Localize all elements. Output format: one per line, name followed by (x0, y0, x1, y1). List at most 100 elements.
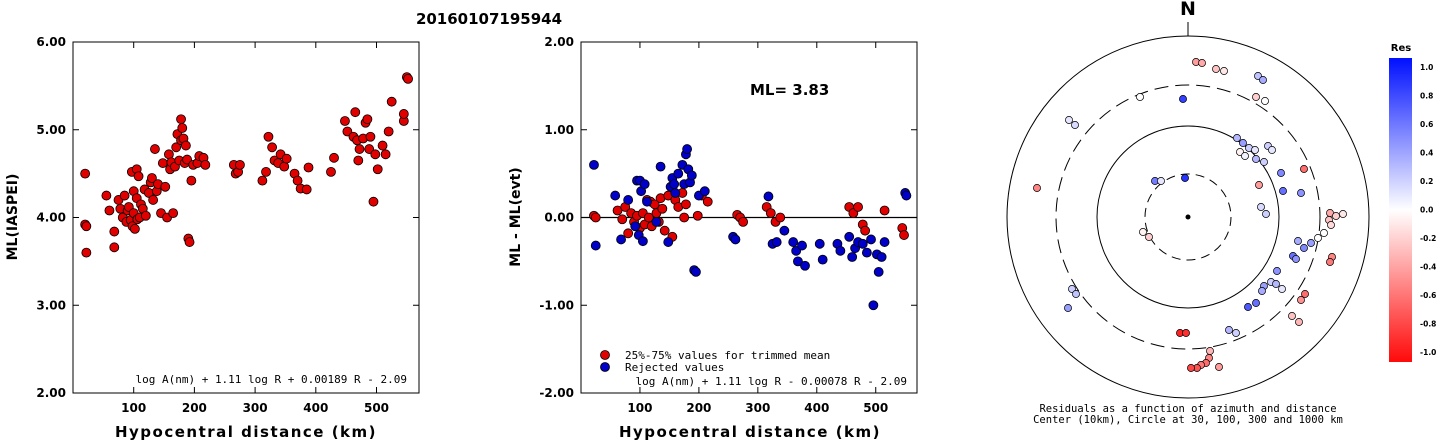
station-marker (1257, 203, 1265, 211)
ring-300km (1055, 84, 1321, 350)
colorbar-tick-label: 0.6 (1420, 120, 1433, 129)
y-tick-label: 2.00 (544, 35, 574, 49)
y-tick-label: 2.00 (36, 386, 66, 400)
data-point (610, 190, 621, 201)
data-point (267, 142, 278, 153)
legend-marker-rejected (600, 362, 610, 372)
data-point (847, 252, 858, 262)
data-point (590, 212, 601, 223)
azimuth-residual-map: N Residuals as a function of azimuth and… (1006, 0, 1436, 426)
data-point (104, 205, 115, 216)
station-marker (1261, 97, 1269, 105)
data-point (659, 225, 670, 236)
x-axis-label: Hypocentral distance (km) (115, 423, 377, 441)
station-marker (1292, 255, 1300, 263)
data-point (184, 237, 195, 247)
station-marker (1181, 174, 1189, 182)
ml-value-annotation: ML= 3.83 (750, 81, 829, 99)
data-point (329, 152, 339, 163)
data-point (775, 212, 786, 223)
data-point (181, 140, 191, 151)
data-point (263, 131, 274, 142)
station-marker (1300, 244, 1308, 252)
y-tick-label: 1.00 (544, 123, 574, 137)
data-point (354, 144, 365, 154)
data-point (669, 179, 680, 190)
residual-vs-distance-plot: 100 200 300 400 500 -2.00 -1.00 0.00 1.00 2.00 ML… (508, 35, 918, 441)
y-tick-label: 3.00 (36, 298, 66, 312)
colorbar-tick-label: 0.0 (1420, 206, 1433, 215)
data-point (590, 240, 601, 251)
station-marker (1278, 285, 1286, 293)
colorbar-tick-label: -0.2 (1420, 234, 1436, 243)
station-marker (1187, 364, 1195, 372)
data-point (200, 159, 211, 170)
station-marker (1198, 59, 1206, 67)
station-marker (1139, 228, 1147, 236)
station-marker (1071, 121, 1079, 129)
y-tick-label: -2.00 (539, 386, 574, 400)
y-tick-label: 0.00 (544, 211, 574, 225)
station-marker (1332, 212, 1340, 220)
ring-30km (1144, 173, 1232, 261)
data-point (691, 267, 701, 277)
station-marker (1244, 303, 1252, 311)
station-marker (1212, 65, 1220, 73)
station-marker (1033, 184, 1041, 192)
station-marker (1215, 363, 1223, 371)
data-point (853, 202, 863, 212)
station-marker (1182, 329, 1190, 337)
data-point (176, 114, 186, 125)
data-point (350, 107, 361, 118)
station-marker (1272, 280, 1280, 288)
station-marker (1300, 165, 1308, 173)
data-point (730, 234, 741, 245)
station-marker (1225, 326, 1233, 334)
data-point (281, 153, 292, 164)
data-point (642, 196, 652, 207)
data-point (797, 240, 807, 251)
data-point (663, 237, 674, 247)
axis-ticks: 100 200 300 400 500 -2.00 -1.00 0.00 1.00 2.00 (539, 35, 917, 415)
data-point (866, 234, 876, 245)
data-point (148, 195, 159, 205)
y-axis-label: ML - ML(evt) (508, 167, 524, 266)
ml-vs-distance-plot: 100 200 300 400 500 2.00 3.00 4.00 5.00 6.00 ML(I… (5, 35, 420, 441)
data-point (303, 162, 314, 173)
data-point (147, 173, 157, 183)
station-marker (1252, 93, 1260, 101)
data-point (861, 247, 872, 258)
station-marker (1179, 95, 1187, 103)
station-marker (1232, 329, 1240, 337)
data-point (398, 109, 409, 119)
data-point (682, 144, 693, 154)
station-marker (1233, 134, 1241, 142)
data-point (899, 230, 909, 240)
y-axis-label: ML(IASPEI) (5, 174, 21, 261)
station-marker (1262, 210, 1270, 218)
data-point (657, 203, 668, 214)
data-point (81, 221, 92, 232)
station-marker (1260, 158, 1268, 166)
y-tick-label: 5.00 (36, 123, 66, 137)
station-marker (1297, 189, 1305, 197)
data-point (681, 199, 691, 210)
data-point (857, 238, 868, 249)
y-tick-label: -1.00 (539, 298, 574, 312)
data-point (177, 123, 188, 133)
data-point (380, 149, 391, 160)
y-tick-label: 4.00 (36, 211, 66, 225)
data-point (377, 140, 388, 151)
data-point (101, 190, 112, 201)
data-point (109, 242, 120, 253)
station-marker (1065, 116, 1073, 124)
axis-ticks: 100 200 300 400 500 2.00 3.00 4.00 5.00 6.00 (36, 35, 419, 415)
station-marker (1273, 267, 1281, 275)
data-point (340, 116, 350, 126)
data-point (623, 195, 634, 205)
station-marker (1252, 299, 1260, 307)
station-marker (1241, 152, 1249, 160)
data-point (301, 184, 312, 195)
station-marker (1279, 187, 1287, 195)
station-marker (1239, 139, 1247, 147)
